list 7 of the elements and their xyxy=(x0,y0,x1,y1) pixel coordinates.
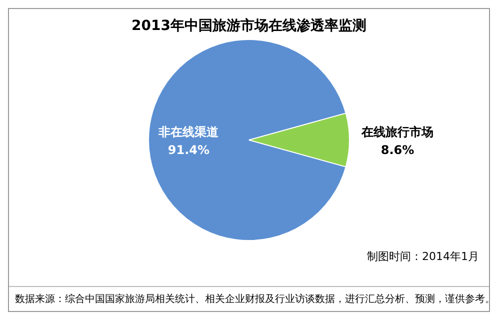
slice-label: 在线旅行市场 xyxy=(360,125,434,139)
slice-label: 非在线渠道 xyxy=(158,125,220,139)
data-label: 8.6% xyxy=(380,143,414,157)
text: 制图时间：2014年1月 xyxy=(366,249,479,264)
chart-title: 2013年中国旅游市场在线渗透率监测 xyxy=(130,17,368,35)
source-note: 数据来源：综合中国国家旅游局相关统计、相关企业财报及行业访谈数据，进行汇总分析、预测，谨供参考。 xyxy=(14,292,495,307)
data-label: 91.4% xyxy=(168,143,210,157)
